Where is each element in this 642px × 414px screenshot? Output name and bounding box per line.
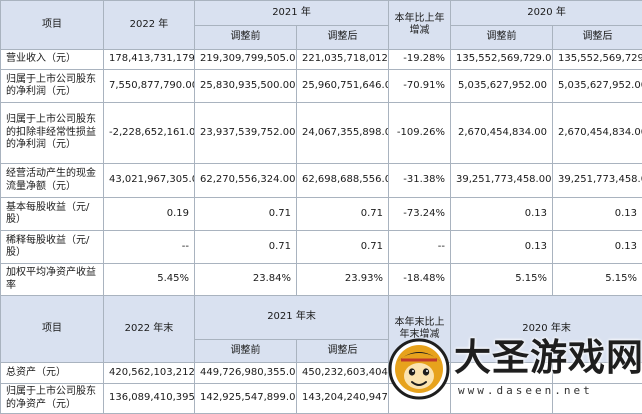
header-item-2: 项目	[1, 296, 104, 363]
cell-2022: 43,021,967,305.00	[104, 164, 195, 198]
header-2020-before: 调整前	[451, 26, 553, 50]
cell-2021-before: 219,309,799,505.00	[195, 50, 297, 70]
cell-2020-before: 5.15%	[451, 264, 553, 296]
cell-2021-before: 0.71	[195, 198, 297, 231]
table-row: 稀释每股收益（元/股） -- 0.71 0.71 -- 0.13 0.13	[1, 231, 642, 264]
cell-2021-after: 143,204,240,947.00	[297, 384, 389, 414]
header-2020: 2020 年	[451, 1, 642, 26]
header-2022: 2022 年	[104, 1, 195, 50]
header-2021-end: 2021 年末	[195, 296, 389, 340]
cell-2020-before: 2,670,454,834.00	[451, 103, 553, 164]
header-2022-end: 2022 年末	[104, 296, 195, 363]
cell-2022: 136,089,410,395.00	[104, 384, 195, 414]
cell-change: -73.24%	[389, 198, 451, 231]
cell-2021-after: 0.71	[297, 198, 389, 231]
cell-2021-before: 142,925,547,899.00	[195, 384, 297, 414]
header-yoy: 本年比上年增减	[389, 1, 451, 50]
header-2021-end-after: 调整后	[297, 340, 389, 363]
cell-2020-before: 0.13	[451, 198, 553, 231]
cell-2021-after: 0.71	[297, 231, 389, 264]
row-label: 归属于上市公司股东的净资产（元）	[1, 384, 104, 414]
watermark-title: 大圣游戏网	[454, 336, 642, 380]
cell-2022: 420,562,103,212.00	[104, 363, 195, 384]
cell-change: -31.38%	[389, 164, 451, 198]
cell-2020-before: 135,552,569,729.00	[451, 50, 553, 70]
cell-2020-after: 0.13	[553, 231, 642, 264]
cell-2020-before: 5,035,627,952.00	[451, 70, 553, 103]
cell-2020-after: 5.15%	[553, 264, 642, 296]
cell-2021-after: 25,960,751,646.00	[297, 70, 389, 103]
header-2021-before: 调整前	[195, 26, 297, 50]
row-label: 基本每股收益（元/股）	[1, 198, 104, 231]
header-2021-end-before: 调整前	[195, 340, 297, 363]
watermark: 大圣游戏网 www.daseen.net	[388, 334, 642, 404]
row-label: 稀释每股收益（元/股）	[1, 231, 104, 264]
cell-2021-after: 62,698,688,556.00	[297, 164, 389, 198]
cell-change: --	[389, 231, 451, 264]
cell-2021-after: 23.93%	[297, 264, 389, 296]
cell-2021-before: 25,830,935,500.00	[195, 70, 297, 103]
cell-2021-after: 450,232,603,404.00	[297, 363, 389, 384]
row-label: 加权平均净资产收益率	[1, 264, 104, 296]
table-row: 归属于上市公司股东的扣除非经常性损益的净利润（元） -2,228,652,161…	[1, 103, 642, 164]
table-row: 归属于上市公司股东的净利润（元） 7,550,877,790.00 25,830…	[1, 70, 642, 103]
table-row: 营业收入（元） 178,413,731,179.00 219,309,799,5…	[1, 50, 642, 70]
cell-2021-before: 0.71	[195, 231, 297, 264]
row-label: 总资产（元）	[1, 363, 104, 384]
table-row: 经营活动产生的现金流量净额（元） 43,021,967,305.00 62,27…	[1, 164, 642, 198]
header-2020-after: 调整后	[553, 26, 642, 50]
table-row: 基本每股收益（元/股） 0.19 0.71 0.71 -73.24% 0.13 …	[1, 198, 642, 231]
cell-2020-after: 135,552,569,729.00	[553, 50, 642, 70]
cell-2022: --	[104, 231, 195, 264]
cell-2021-before: 23,937,539,752.00	[195, 103, 297, 164]
table-row: 加权平均净资产收益率 5.45% 23.84% 23.93% -18.48% 5…	[1, 264, 642, 296]
cell-2022: 0.19	[104, 198, 195, 231]
cell-2022: 178,413,731,179.00	[104, 50, 195, 70]
monkey-king-logo-icon	[388, 338, 450, 400]
cell-change: -109.26%	[389, 103, 451, 164]
cell-2020-before: 39,251,773,458.00	[451, 164, 553, 198]
row-label: 经营活动产生的现金流量净额（元）	[1, 164, 104, 198]
cell-2021-before: 62,270,556,324.00	[195, 164, 297, 198]
cell-2020-after: 39,251,773,458.00	[553, 164, 642, 198]
cell-change: -19.28%	[389, 50, 451, 70]
cell-2022: -2,228,652,161.00	[104, 103, 195, 164]
cell-change: -70.91%	[389, 70, 451, 103]
row-label: 归属于上市公司股东的净利润（元）	[1, 70, 104, 103]
cell-2021-before: 23.84%	[195, 264, 297, 296]
cell-2020-after: 5,035,627,952.00	[553, 70, 642, 103]
header-2021: 2021 年	[195, 1, 389, 26]
watermark-url: www.daseen.net	[458, 384, 593, 398]
cell-2021-before: 449,726,980,355.00	[195, 363, 297, 384]
cell-2020-after: 2,670,454,834.00	[553, 103, 642, 164]
cell-2021-after: 221,035,718,012.00	[297, 50, 389, 70]
cell-2022: 7,550,877,790.00	[104, 70, 195, 103]
row-label: 归属于上市公司股东的扣除非经常性损益的净利润（元）	[1, 103, 104, 164]
header-2021-after: 调整后	[297, 26, 389, 50]
cell-2022: 5.45%	[104, 264, 195, 296]
header-item: 项目	[1, 1, 104, 50]
cell-2020-after: 0.13	[553, 198, 642, 231]
cell-change: -18.48%	[389, 264, 451, 296]
row-label: 营业收入（元）	[1, 50, 104, 70]
cell-2020-before: 0.13	[451, 231, 553, 264]
cell-2021-after: 24,067,355,898.00	[297, 103, 389, 164]
